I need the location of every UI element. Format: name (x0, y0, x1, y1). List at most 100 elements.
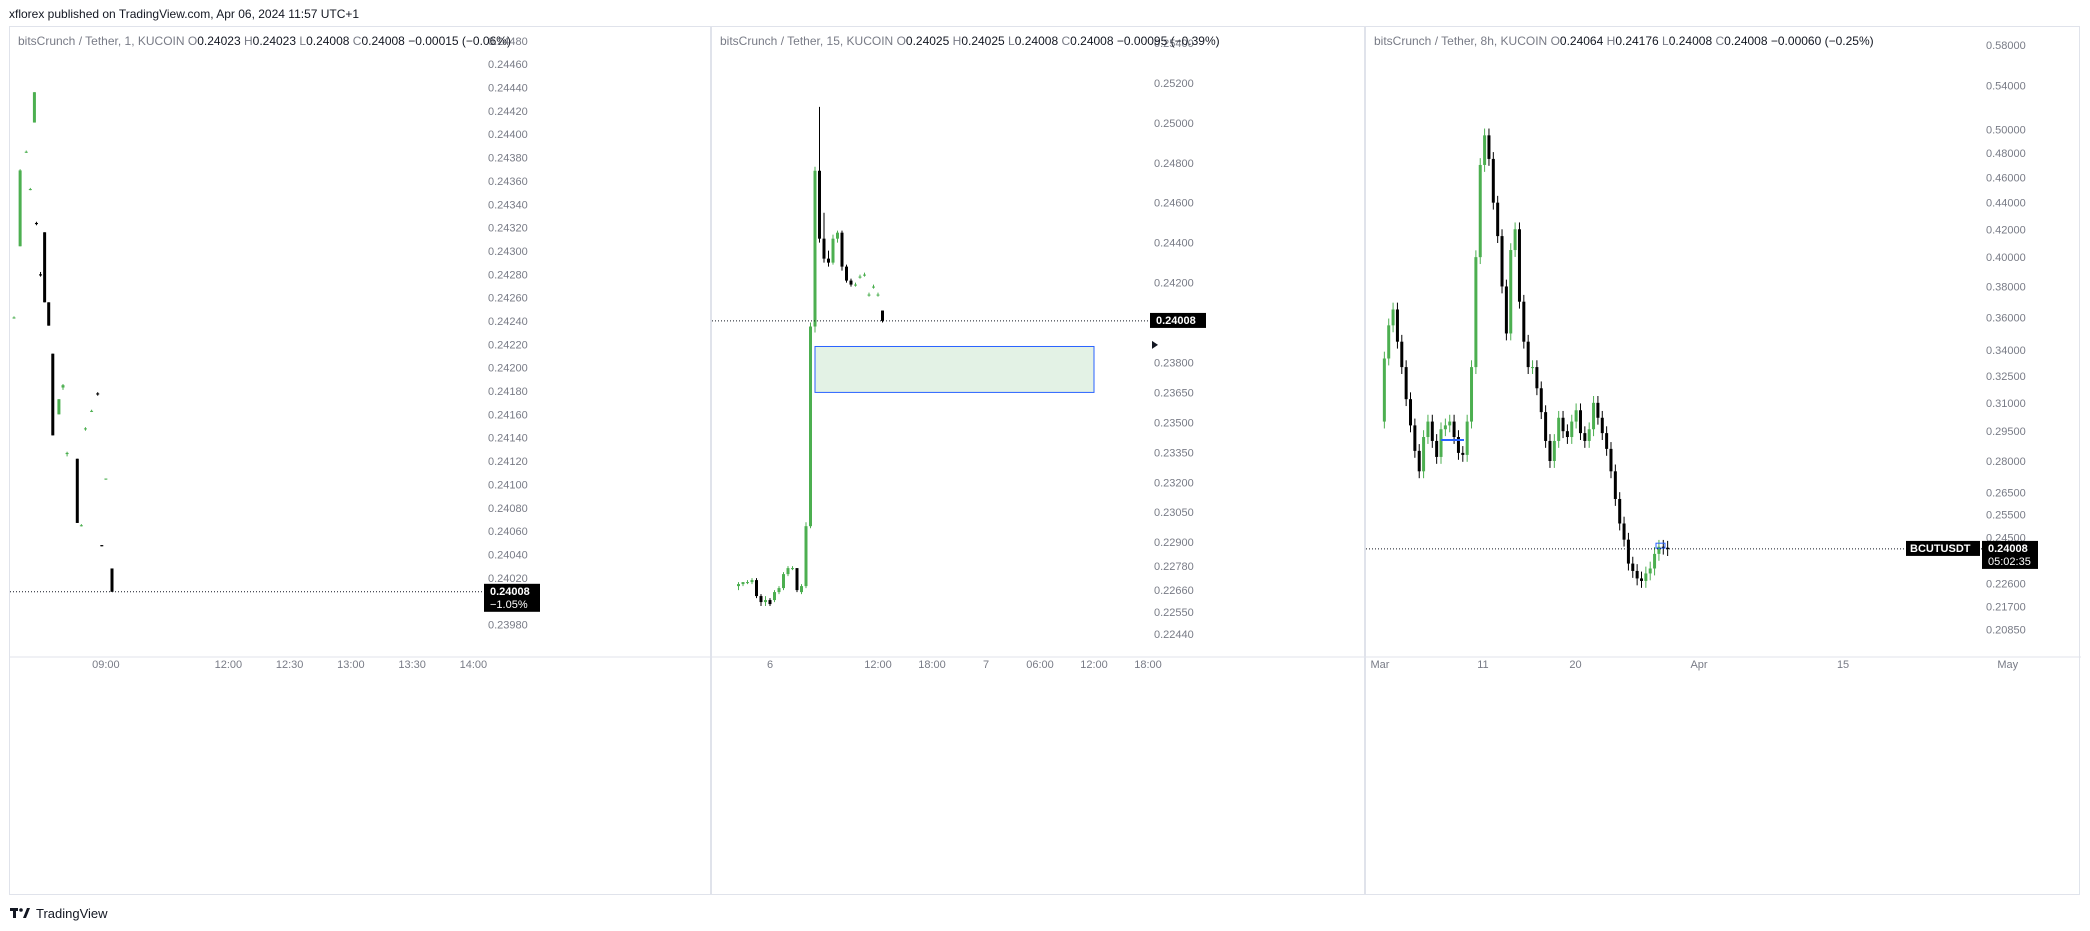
y-tick-label: 0.31000 (1986, 398, 2026, 410)
candle-body (1456, 437, 1460, 453)
candle-body (1465, 421, 1469, 455)
y-tick-label: 0.36000 (1986, 312, 2026, 324)
candle-body (1548, 440, 1552, 462)
y-tick-label: 0.24320 (488, 223, 528, 235)
candle-body (1657, 546, 1661, 554)
y-tick-label: 0.24400 (1154, 238, 1194, 250)
y-tick-label: 0.25000 (1154, 118, 1194, 130)
candle-body (104, 478, 108, 480)
candle-body (755, 580, 758, 597)
legend-open: 0.24064 (1559, 34, 1604, 48)
y-tick-label: 0.22600 (1986, 578, 2026, 590)
y-tick-label: 0.23800 (1154, 357, 1194, 369)
candle-body (1504, 286, 1508, 334)
legend-high: 0.24176 (1615, 34, 1659, 48)
y-tick-label: 0.24020 (488, 573, 528, 585)
candle-body (759, 596, 763, 603)
last-price-value: 0.24008 (1156, 315, 1196, 327)
last-price-value: 0.24008 (1988, 543, 2028, 555)
chart-canvas-8h[interactable]: 0.58000 0.54000 0.50000 0.48000 0.46000 0.440… (1366, 27, 2081, 896)
candle-body (786, 568, 790, 575)
candle-body (1578, 410, 1582, 434)
candle-body (1513, 229, 1517, 251)
legend-close: 0.24008 (1070, 34, 1114, 48)
candle-body (32, 92, 36, 123)
x-tick-label: 13:30 (398, 659, 426, 671)
marker-box (1655, 542, 1666, 549)
candle-body (90, 410, 94, 412)
candle-body (57, 399, 61, 415)
x-tick-label: 12:00 (864, 659, 892, 671)
x-tick-label: 12:00 (215, 659, 243, 671)
candle-body (1409, 399, 1413, 426)
chart-legend-8h: bitsCrunch / Tether, 8h, KUCOIN O0.24064… (1374, 34, 1874, 48)
candle-body (1478, 164, 1482, 258)
legend-low: 0.24008 (1668, 34, 1713, 48)
candle-body (849, 280, 853, 285)
tradingview-logo-icon (10, 908, 30, 918)
candle-body (1531, 367, 1535, 369)
y-tick-label: 0.24220 (488, 339, 528, 351)
candle-body (1648, 568, 1652, 574)
y-tick-label: 0.24340 (488, 199, 528, 211)
chart-legend-15m: bitsCrunch / Tether, 15, KUCOIN O0.24025… (720, 34, 1220, 48)
legend-low: 0.24008 (306, 34, 350, 48)
candle-body (813, 170, 817, 327)
candle-body (1565, 431, 1569, 438)
candle-body (782, 574, 785, 589)
y-tick-label: 0.24380 (488, 153, 528, 165)
x-tick-label: 7 (983, 659, 989, 671)
candle-body (1526, 341, 1530, 368)
candle-body (1426, 421, 1430, 438)
candle-body (12, 317, 16, 319)
y-tick-label: 0.21700 (1986, 602, 2026, 614)
candle-body (1618, 498, 1622, 524)
candle-body (741, 582, 745, 585)
candle-body (1422, 437, 1426, 472)
chart-pane-1m[interactable]: 0.24480 0.24460 0.24440 0.24420 0.24400 0.243… (9, 26, 712, 896)
candle-body (845, 266, 848, 281)
candle-body (1552, 440, 1556, 462)
candle-body (1583, 433, 1587, 441)
y-tick-label: 0.23350 (1154, 447, 1194, 459)
y-tick-label: 0.24460 (488, 59, 528, 71)
candle-body (858, 276, 862, 278)
candle-body (1404, 367, 1408, 400)
candle-body (1491, 158, 1495, 203)
last-price-value: 0.24008 (490, 586, 530, 598)
chart-canvas-15m[interactable]: 0.25400 0.25200 0.25000 0.24800 0.24600 0.244… (712, 27, 1366, 896)
y-tick-label: 0.24600 (1154, 198, 1194, 210)
last-price-label-bg (1150, 312, 1206, 328)
y-tick-label: 0.24040 (488, 549, 528, 561)
y-tick-label: 0.24300 (488, 246, 528, 258)
candle-body (827, 258, 830, 263)
candle-body (1474, 257, 1478, 368)
legend-symbol: bitsCrunch / Tether (720, 34, 820, 48)
legend-close: 0.24008 (361, 34, 405, 48)
candle-body (51, 353, 55, 436)
y-tick-label: 0.24120 (488, 456, 528, 468)
x-tick-label: May (1997, 659, 2018, 671)
x-tick-label: Apr (1690, 659, 1707, 671)
chart-canvas-1m[interactable]: 0.24480 0.24460 0.24440 0.24420 0.24400 0.243… (10, 27, 712, 896)
candle-body (1443, 425, 1447, 430)
y-tick-label: 0.46000 (1986, 172, 2026, 184)
y-tick-label: 0.32500 (1986, 371, 2026, 383)
chart-pane-15m[interactable]: 0.25400 0.25200 0.25000 0.24800 0.24600 0.244… (711, 26, 1366, 896)
chart-pane-8h[interactable]: 0.58000 0.54000 0.50000 0.48000 0.46000 0.440… (1365, 26, 2081, 896)
candle-body (1452, 421, 1456, 438)
x-tick-label: 15 (1837, 659, 1849, 671)
candle-body (773, 592, 776, 601)
legend-interval: 8h (1480, 34, 1494, 48)
candle-body (1435, 440, 1439, 457)
publish-info: xflorex published on TradingView.com, Ap… (9, 7, 360, 21)
candle-body (1517, 229, 1521, 302)
candle-body (750, 580, 754, 583)
candle-body (804, 526, 808, 587)
footer-brand[interactable]: TradingView (10, 899, 108, 927)
legend-high: 0.24023 (252, 34, 297, 48)
candle-body (768, 600, 772, 605)
y-tick-label: 0.23980 (488, 619, 528, 631)
candle-body (1605, 433, 1609, 449)
x-tick-label: 06:00 (1026, 659, 1054, 671)
